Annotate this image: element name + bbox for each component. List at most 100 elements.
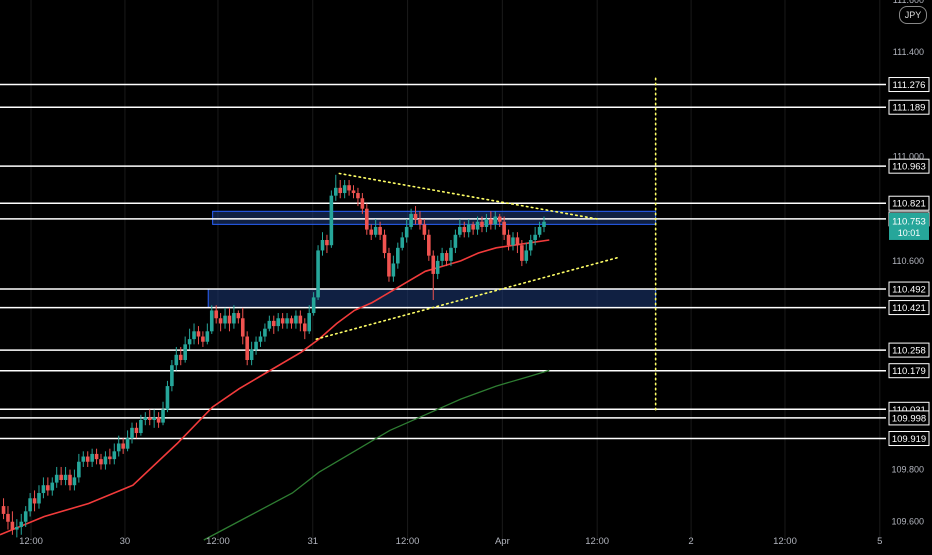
candle-body [108, 456, 112, 460]
level-price-tag[interactable] [888, 195, 930, 211]
candle [161, 401, 165, 426]
level-price-tag-label: 110.421 [892, 303, 926, 314]
candle [72, 469, 77, 491]
price-zone[interactable] [212, 210, 657, 225]
level-price-tag[interactable] [888, 158, 930, 174]
candle [431, 250, 436, 300]
candle-body [316, 250, 320, 298]
level-price-tag-label: 110.492 [892, 285, 926, 296]
candle-body [502, 221, 506, 235]
candle [174, 346, 179, 371]
level-price-tag-label: 110.258 [892, 346, 926, 357]
candle-body [382, 234, 387, 254]
candle [520, 240, 524, 267]
level-price-tag[interactable] [888, 300, 930, 316]
candle [396, 242, 400, 269]
level-price-tag[interactable] [888, 342, 930, 358]
candle [453, 229, 458, 254]
candle [267, 315, 272, 332]
dotted-trendline[interactable] [338, 172, 599, 220]
candle-body [134, 427, 139, 434]
vertical-gridlines [30, 0, 881, 540]
candle-body [240, 318, 245, 337]
candle-body [360, 198, 365, 209]
candle [139, 414, 143, 436]
level-price-tag[interactable] [888, 77, 930, 93]
moving-averages [0, 239, 550, 541]
currency-badge[interactable]: JPY [899, 6, 927, 24]
candle [369, 224, 374, 240]
candle [50, 477, 55, 496]
candle [32, 490, 37, 512]
candle-body [32, 498, 37, 504]
candle-body [81, 456, 86, 462]
candle [365, 203, 369, 235]
time-tick-label: 31 [307, 536, 318, 547]
level-price-tag[interactable] [888, 410, 930, 426]
candle [85, 451, 90, 467]
level-price-tag[interactable] [888, 431, 930, 447]
candle-body [351, 190, 356, 194]
candle [316, 245, 320, 300]
candle-body [493, 216, 498, 225]
candle [506, 229, 511, 251]
candle-body [227, 315, 232, 324]
candle-body [236, 313, 241, 319]
candle [511, 232, 515, 251]
candle-body [435, 260, 440, 274]
candle [258, 331, 263, 347]
candle-body [427, 234, 431, 256]
price-tick-label: 109.800 [891, 465, 924, 475]
candle [333, 174, 338, 201]
candle-body [183, 344, 187, 360]
level-price-tag-label: 109.998 [892, 413, 926, 424]
candle-body [387, 253, 391, 277]
candle-body [23, 511, 28, 522]
candle-body [41, 485, 46, 494]
candle-body [524, 250, 529, 261]
candle-body [520, 245, 524, 261]
current-price-value: 110.753 [892, 216, 926, 227]
time-tick-label: 12:00 [396, 536, 420, 547]
time-axis: 12:00 30 12:00 31 12:00 Apr 12:00 2 12:00 5 [19, 536, 882, 547]
candle-body [391, 263, 396, 277]
candle [178, 346, 183, 366]
candle-body [156, 417, 161, 423]
candle-body [378, 226, 382, 235]
candle-body [174, 354, 179, 366]
candle-body [1, 506, 6, 514]
candle [165, 380, 170, 413]
level-price-tag[interactable] [888, 99, 930, 115]
candle [143, 412, 148, 426]
candle [201, 331, 205, 347]
candle-body [54, 474, 59, 483]
candle-body [10, 521, 15, 530]
candle-body [475, 221, 480, 230]
current-price-badge[interactable] [889, 212, 929, 240]
candle-body [409, 213, 413, 227]
level-price-tag[interactable] [888, 363, 930, 379]
level-price-tag[interactable] [888, 281, 930, 297]
candle [427, 229, 431, 261]
candle-body [59, 474, 63, 480]
candle [382, 229, 387, 259]
candle-body [103, 456, 108, 465]
candle [351, 185, 356, 199]
price-zone[interactable] [207, 288, 657, 309]
candle-body [170, 365, 174, 387]
candle [338, 180, 343, 199]
candle-body [223, 315, 227, 324]
candle [462, 221, 467, 238]
candle-body [471, 224, 475, 230]
candle [1, 498, 6, 520]
candle-body [347, 185, 351, 191]
candle-body [130, 427, 134, 439]
candle-body [511, 237, 515, 246]
candle [422, 219, 427, 240]
candle [298, 310, 303, 332]
candle [458, 219, 462, 238]
candle [449, 240, 453, 267]
candle [294, 310, 298, 329]
